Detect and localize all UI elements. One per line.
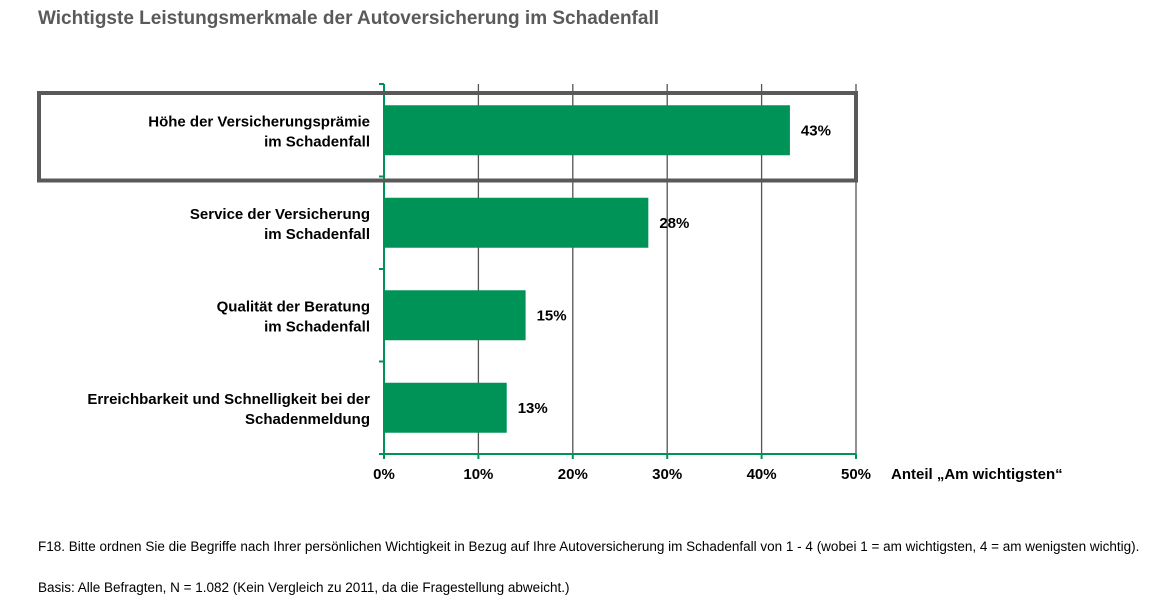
bar bbox=[384, 105, 790, 156]
x-tick-label: 50% bbox=[841, 466, 871, 483]
x-axis-label: Anteil „Am wichtigsten“ bbox=[891, 466, 1063, 483]
category-label: Qualität der Beratung bbox=[217, 298, 370, 315]
value-label: 28% bbox=[659, 215, 689, 232]
chart-title: Wichtigste Leistungsmerkmale der Autover… bbox=[38, 8, 660, 29]
x-tick-label: 10% bbox=[463, 466, 493, 483]
value-label: 15% bbox=[537, 307, 567, 324]
footnote-question: F18. Bitte ordnen Sie die Begriffe nach … bbox=[38, 539, 1140, 554]
category-label: im Schadenfall bbox=[264, 226, 370, 243]
category-label: Schadenmeldung bbox=[245, 411, 370, 428]
bar bbox=[384, 197, 649, 248]
x-tick-label: 30% bbox=[652, 466, 682, 483]
bar bbox=[384, 290, 526, 341]
category-label: Höhe der Versicherungsprämie bbox=[148, 113, 370, 130]
x-tick-label: 40% bbox=[747, 466, 777, 483]
x-tick-label: 20% bbox=[558, 466, 588, 483]
footnote-basis: Basis: Alle Befragten, N = 1.082 (Kein V… bbox=[38, 580, 570, 595]
category-label: Erreichbarkeit und Schnelligkeit bei der bbox=[87, 391, 370, 408]
value-label: 13% bbox=[518, 400, 548, 417]
value-label: 43% bbox=[801, 122, 831, 139]
bar bbox=[384, 382, 507, 433]
highlight-box bbox=[37, 91, 858, 183]
category-label: im Schadenfall bbox=[264, 133, 370, 150]
category-label: Service der Versicherung bbox=[190, 206, 370, 223]
category-label: im Schadenfall bbox=[264, 318, 370, 335]
x-tick-label: 0% bbox=[373, 466, 395, 483]
bar-chart: 43% Höhe der Versicherungsprämie im Schade… bbox=[37, 83, 1063, 483]
